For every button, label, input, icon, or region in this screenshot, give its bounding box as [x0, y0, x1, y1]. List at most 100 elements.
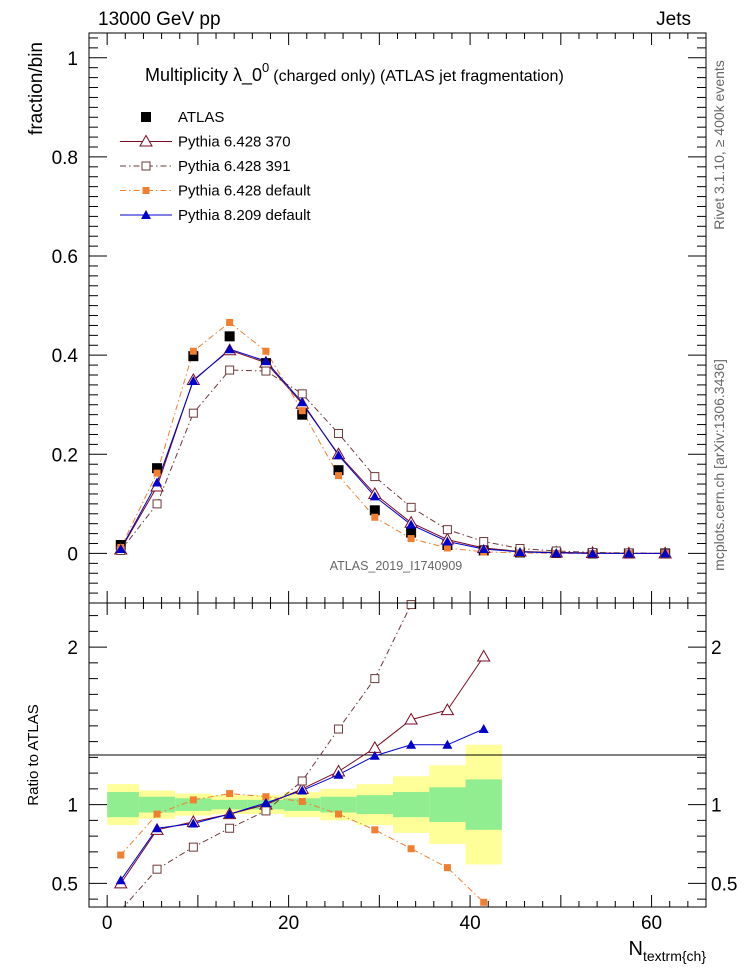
ratio-tick-labels: 0.5 0.51 12 20 20 40 60 [52, 638, 738, 934]
main-point-pythia-6-428-default [443, 544, 451, 552]
ratio-point-pythia-8-209-default [442, 739, 453, 749]
main-point-pythia-8-209-default [587, 548, 598, 558]
ratio-ticks [89, 603, 706, 907]
ratio-y-tick-label-left: 0.5 [52, 874, 78, 895]
ratio-point-pythia-6-428-default [117, 851, 125, 859]
ratio-band-green [175, 798, 212, 811]
main-point-pythia-6-428-default [407, 535, 415, 543]
ratio-point-pythia-6-428-391 [225, 823, 235, 833]
legend-entry-pythia-6-428-default: Pythia 6.428 default [120, 183, 311, 200]
ratio-point-pythia-8-209-default [115, 875, 126, 885]
main-point-atlas [297, 409, 308, 420]
main-point-pythia-6-428-391 [442, 525, 452, 535]
main-point-pythia-6-428-391 [297, 389, 307, 399]
main-point-pythia-6-428-391 [225, 365, 235, 375]
main-point-pythia-8-209-default [406, 519, 417, 529]
ratio-point-pythia-6-428-370 [440, 703, 455, 716]
x-axis-label-sub: textrm{ch} [643, 948, 706, 964]
legend-entry-pythia-8-209-default: Pythia 8.209 default [120, 207, 311, 224]
main-point-pythia-6-428-391 [334, 428, 344, 438]
legend-marker-atlas [141, 112, 151, 122]
main-y-tick-label: 1 [67, 49, 78, 70]
ratio-point-pythia-6-428-default [262, 793, 270, 801]
main-y-axis-label: fraction/bin [26, 42, 47, 135]
main-point-pythia-6-428-default [298, 407, 306, 415]
main-point-pythia-8-209-default [115, 543, 126, 553]
main-point-atlas [224, 331, 235, 342]
ratio-point-pythia-6-428-default [443, 864, 451, 872]
ratio-y-tick-label-right: 2 [711, 638, 722, 659]
ratio-point-pythia-6-428-default [226, 790, 234, 798]
ratio-point-pythia-6-428-391 [406, 600, 416, 610]
main-plot: 0 0.2 0.4 0.6 0.8 1 fraction/bin Multiplicity… [26, 32, 707, 604]
ratio-point-pythia-6-428-391 [261, 806, 271, 816]
legend-entry-pythia-6-428-370: Pythia 6.428 370 [120, 134, 291, 151]
header-left: 13000 GeV pp [98, 9, 221, 30]
ratio-point-pythia-8-209-default [297, 785, 308, 795]
legend-label: Pythia 6.428 370 [178, 134, 291, 151]
chart-title: Multiplicity λ_00 (charged only) (ATLAS j… [145, 60, 564, 86]
x-tick-label: 60 [641, 913, 662, 934]
ratio-point-pythia-8-209-default [478, 724, 489, 734]
ratio-y-tick-label-left: 1 [67, 796, 78, 817]
main-point-pythia-6-428-default [335, 472, 343, 480]
main-series-markers [113, 318, 673, 559]
ratio-point-pythia-6-428-default [371, 826, 379, 834]
ratio-y-tick-label-left: 2 [67, 638, 78, 659]
ratio-point-pythia-6-428-default [189, 796, 197, 804]
main-point-pythia-6-428-default [189, 347, 197, 355]
main-point-pythia-8-209-default [551, 547, 562, 557]
ratio-point-pythia-8-209-default [152, 823, 163, 833]
main-y-tick-labels: 0 0.2 0.4 0.6 0.8 1 [52, 49, 79, 566]
ratio-point-pythia-6-428-default [407, 845, 415, 853]
ratio-point-pythia-8-209-default [369, 750, 380, 760]
ratio-point-pythia-6-428-default [298, 797, 306, 805]
main-point-pythia-6-428-default [226, 318, 234, 326]
ratio-point-pythia-6-428-391 [297, 776, 307, 786]
ratio-band-green [392, 792, 430, 818]
ratio-y-tick-label-right: 1 [711, 796, 722, 817]
legend-marker-pythia-6-428-370 [139, 134, 153, 147]
main-point-pythia-6-428-391 [261, 366, 271, 376]
main-line-pythia-8-209-default [120, 348, 666, 554]
chart-title-sup: 0 [262, 60, 269, 75]
main-point-atlas [333, 465, 344, 476]
main-y-tick-label: 0.8 [52, 148, 78, 169]
main-point-pythia-8-209-default [478, 543, 489, 553]
main-line-pythia-6-428-370 [120, 349, 666, 554]
legend-label: Pythia 6.428 391 [178, 158, 291, 175]
main-line-pythia-6-428-391 [120, 369, 666, 554]
main-point-pythia-8-209-default [514, 546, 525, 556]
ratio-point-pythia-6-428-default [153, 810, 161, 818]
main-point-atlas [152, 463, 163, 474]
main-point-pythia-8-209-default [660, 548, 671, 558]
main-point-pythia-6-428-391 [406, 502, 416, 512]
ratio-point-pythia-6-428-391 [188, 842, 198, 852]
main-point-pythia-8-209-default [152, 477, 163, 487]
main-point-atlas [369, 505, 380, 516]
main-series-lines [120, 321, 666, 554]
main-point-pythia-6-428-default [371, 513, 379, 521]
ratio-point-pythia-8-209-default [188, 818, 199, 828]
main-point-pythia-8-209-default [333, 450, 344, 460]
ratio-point-pythia-8-209-default [406, 739, 417, 749]
legend-entry-pythia-6-428-391: Pythia 6.428 391 [120, 158, 291, 175]
main-point-pythia-8-209-default [623, 548, 634, 558]
chart-title-main: Multiplicity λ_0 [145, 65, 262, 86]
ratio-band-green [356, 795, 393, 815]
main-point-pythia-6-428-391 [152, 499, 162, 509]
ratio-point-pythia-6-428-default [335, 810, 343, 818]
ratio-y-axis-label: Ratio to ATLAS [25, 704, 42, 805]
ratio-point-pythia-6-428-370 [476, 649, 491, 662]
main-point-pythia-6-428-default [262, 347, 270, 355]
legend-marker-pythia-8-209-default [141, 210, 151, 219]
ratio-point-pythia-6-428-391 [370, 674, 380, 684]
main-point-atlas [188, 351, 199, 362]
ratio-point-pythia-6-428-default [480, 898, 488, 906]
ratio-point-pythia-6-428-391 [334, 724, 344, 734]
legend-entry-atlas: ATLAS [141, 109, 224, 126]
main-y-tick-label: 0.2 [52, 445, 78, 466]
chart-title-rest: (charged only) (ATLAS jet fragmentation) [273, 68, 564, 85]
ratio-band-green [429, 787, 466, 822]
